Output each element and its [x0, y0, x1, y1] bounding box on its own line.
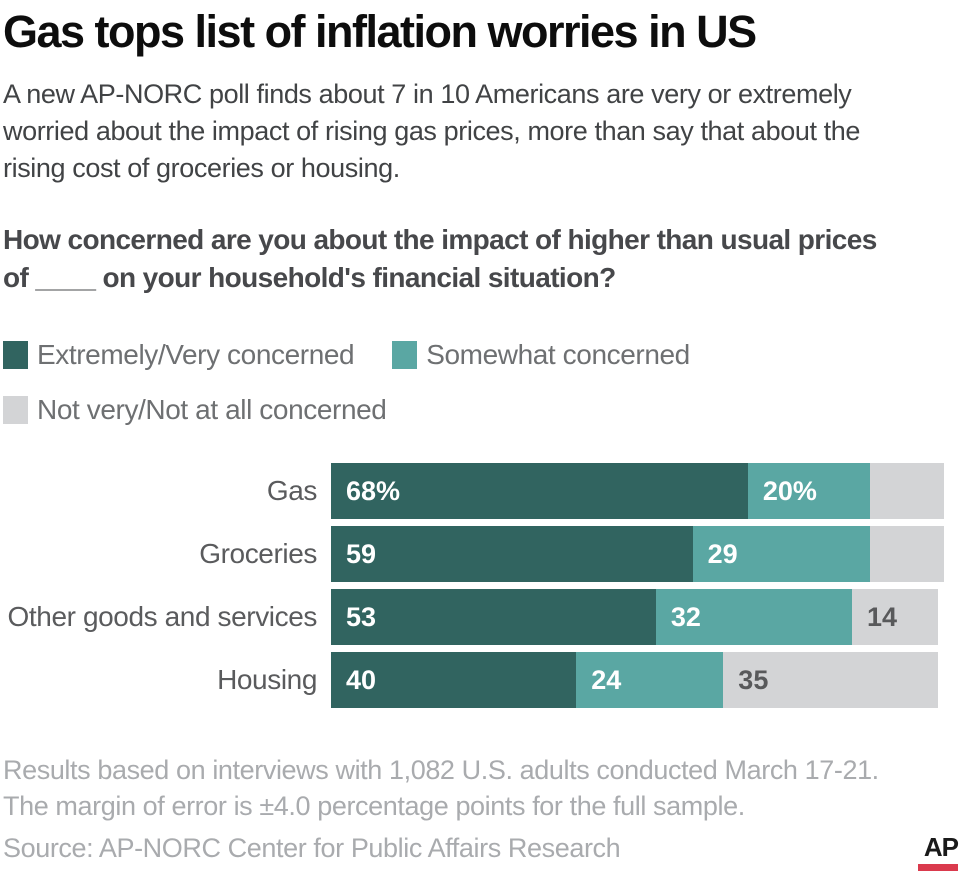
ap-logo-text: AP: [923, 832, 959, 862]
bar-track: 53 32 14: [331, 589, 944, 645]
bar-track: 68% 20%: [331, 463, 944, 519]
bar-value-label: 24: [591, 664, 622, 695]
bar-segment: 14: [852, 589, 938, 645]
category-label: Housing: [217, 664, 317, 695]
legend-label-somewhat: Somewhat concerned: [426, 339, 690, 370]
legend-item-somewhat: Somewhat concerned: [392, 339, 690, 371]
bar-segment: 29: [692, 526, 871, 582]
poll-question: How concerned are you about the impact o…: [3, 224, 877, 293]
bar-value-label: 14: [867, 601, 898, 632]
chart-row: Other goods and services 53 32 14: [0, 589, 958, 645]
bar-value-label: 68%: [346, 475, 401, 506]
bar-segment: 59: [331, 526, 693, 582]
legend-label-not-very: Not very/Not at all concerned: [37, 394, 387, 425]
bar-value-label: 20%: [762, 475, 817, 506]
category-label: Other goods and services: [7, 601, 318, 632]
bar-value-label: 35: [738, 664, 769, 695]
page-title: Gas tops list of inflation worries in US: [3, 6, 757, 57]
source-credit: Source: AP-NORC Center for Public Affair…: [3, 833, 621, 863]
bar-track: 40 24 35: [331, 652, 944, 708]
bar-segment: [870, 526, 944, 582]
chart-row: Groceries 59 29: [0, 526, 958, 582]
legend-label-extremely-very: Extremely/Very concerned: [37, 339, 355, 370]
legend-swatch-extremely-very: [3, 341, 28, 369]
stacked-bar-chart: Gas 68% 20% Groceries 59 29 Other goods and se…: [0, 463, 958, 708]
methodology-note: Results based on interviews with 1,082 U…: [3, 755, 879, 821]
ap-logo: AP: [918, 832, 959, 871]
category-label: Groceries: [199, 538, 317, 569]
bar-segment: 53: [331, 589, 656, 645]
bar-segment: 35: [723, 652, 938, 708]
bar-segment: 40: [331, 652, 577, 708]
ap-logo-red-bar: [918, 864, 958, 871]
chart-row: Housing 40 24 35: [0, 652, 958, 708]
intro-paragraph: A new AP-NORC poll finds about 7 in 10 A…: [3, 79, 860, 183]
bar-value-label: 32: [670, 601, 701, 632]
bar-segment: 32: [655, 589, 853, 645]
bar-segment: 20%: [747, 463, 871, 519]
bar-value-label: 53: [346, 601, 377, 632]
bar-track: 59 29: [331, 526, 944, 582]
legend-row-1: Extremely/Very concerned Somewhat concer…: [3, 339, 690, 371]
legend-item-not-very: Not very/Not at all concerned: [3, 394, 387, 426]
legend-swatch-somewhat: [392, 341, 418, 369]
bar-value-label: 29: [707, 538, 738, 569]
legend-row-2: Not very/Not at all concerned: [3, 394, 387, 426]
category-label: Gas: [266, 475, 318, 506]
legend-item-extremely-very: Extremely/Very concerned: [3, 339, 355, 371]
bar-value-label: 59: [346, 538, 377, 569]
bar-segment: [870, 463, 944, 519]
legend-swatch-not-very: [3, 396, 28, 424]
chart-row: Gas 68% 20%: [0, 463, 958, 519]
bar-segment: 24: [576, 652, 724, 708]
bar-value-label: 40: [346, 664, 377, 695]
bar-segment: 68%: [331, 463, 748, 519]
